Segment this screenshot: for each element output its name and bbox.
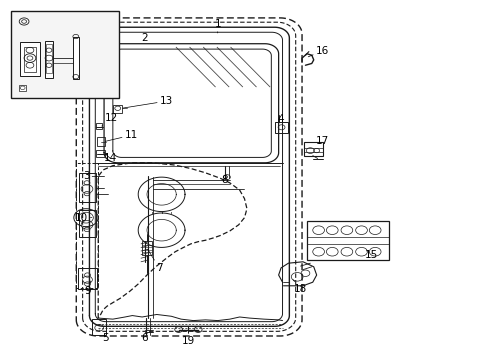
Bar — [306, 221, 388, 260]
Bar — [96, 123, 102, 129]
Text: 7: 7 — [147, 249, 162, 273]
Text: 1: 1 — [214, 19, 221, 33]
Bar — [92, 319, 106, 335]
Bar — [96, 149, 105, 157]
Text: 10: 10 — [75, 213, 92, 222]
Bar — [79, 211, 96, 237]
Text: 19: 19 — [182, 332, 195, 346]
Bar — [142, 241, 152, 255]
Text: 15: 15 — [364, 250, 377, 260]
Text: 14: 14 — [103, 153, 117, 163]
Bar — [11, 12, 119, 98]
Text: 4: 4 — [277, 114, 284, 127]
Bar — [73, 37, 79, 79]
Text: 9: 9 — [84, 281, 91, 296]
Bar — [44, 41, 53, 78]
Bar — [46, 44, 52, 73]
Text: 12: 12 — [102, 113, 118, 126]
Text: 18: 18 — [292, 280, 306, 294]
Text: 13: 13 — [123, 96, 173, 108]
Bar — [24, 47, 36, 72]
Bar — [113, 105, 122, 113]
Text: 16: 16 — [307, 46, 328, 57]
Text: 11: 11 — [105, 130, 138, 141]
Text: 17: 17 — [315, 136, 328, 146]
Bar — [78, 268, 97, 289]
Text: 6: 6 — [141, 330, 148, 343]
Bar — [20, 42, 40, 76]
Text: 5: 5 — [99, 330, 109, 343]
Bar — [274, 122, 288, 133]
Bar — [19, 85, 26, 91]
Bar — [304, 142, 323, 156]
Text: 8: 8 — [221, 175, 228, 185]
Text: 3: 3 — [82, 171, 97, 181]
Text: 2: 2 — [141, 33, 147, 43]
Bar — [79, 173, 96, 202]
Bar — [97, 137, 104, 146]
